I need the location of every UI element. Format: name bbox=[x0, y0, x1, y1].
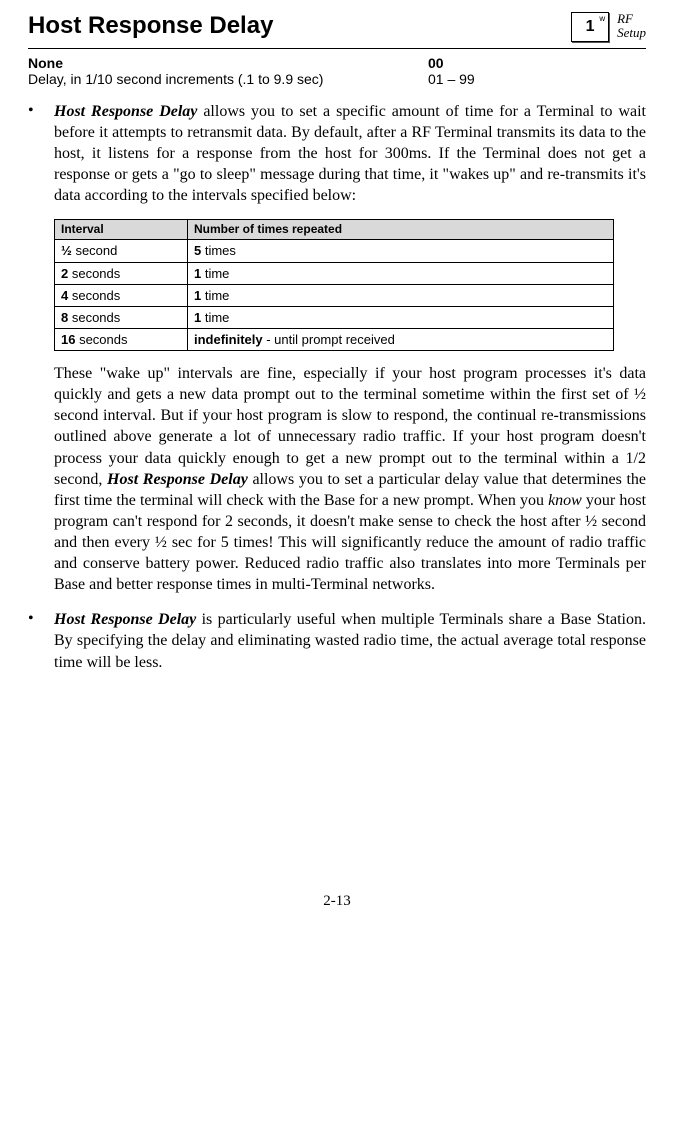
params-block: None 00 Delay, in 1/10 second increments… bbox=[28, 55, 646, 87]
cell-repeats: 1 time bbox=[188, 284, 614, 306]
cell-repeats: 1 time bbox=[188, 306, 614, 328]
cell-rest: times bbox=[201, 243, 236, 258]
lead-term: Host Response Delay bbox=[107, 471, 248, 488]
cell-bold: indefinitely bbox=[194, 332, 263, 347]
table-row: 16 seconds indefinitely - until prompt r… bbox=[55, 329, 614, 351]
cell-interval: 4 seconds bbox=[55, 284, 188, 306]
cell-rest: seconds bbox=[68, 310, 120, 325]
cell-repeats: 5 times bbox=[188, 240, 614, 262]
icon-block: 1 w RF Setup bbox=[571, 12, 646, 42]
bullet-1: • Host Response Delay allows you to set … bbox=[28, 101, 646, 595]
bullet-icon: • bbox=[28, 609, 54, 672]
icon-label-line1: RF bbox=[617, 11, 633, 26]
cell-interval: 2 seconds bbox=[55, 262, 188, 284]
cell-interval: 8 seconds bbox=[55, 306, 188, 328]
cell-rest: time bbox=[201, 310, 229, 325]
key-1-icon: 1 w bbox=[571, 12, 609, 42]
param-label: None bbox=[28, 55, 428, 71]
interval-table: Interval Number of times repeated ½ seco… bbox=[54, 219, 614, 352]
cell-rest: seconds bbox=[68, 266, 120, 281]
th-interval: Interval bbox=[55, 219, 188, 240]
table-row: ½ second 5 times bbox=[55, 240, 614, 262]
header-row: Host Response Delay 1 w RF Setup bbox=[28, 12, 646, 42]
divider bbox=[28, 48, 646, 49]
params-row-none: None 00 bbox=[28, 55, 646, 71]
para2-pre: These "wake up" intervals are fine, espe… bbox=[54, 365, 646, 488]
icon-label-line2: Setup bbox=[617, 25, 646, 40]
cell-rest: seconds bbox=[68, 288, 120, 303]
cell-bold: ½ bbox=[61, 243, 72, 258]
table-row: 8 seconds 1 time bbox=[55, 306, 614, 328]
cell-bold: 16 bbox=[61, 332, 75, 347]
table-row: 2 seconds 1 time bbox=[55, 262, 614, 284]
lead-term: Host Response Delay bbox=[54, 103, 197, 120]
param-value: 00 bbox=[428, 55, 444, 71]
cell-interval: 16 seconds bbox=[55, 329, 188, 351]
param-label: Delay, in 1/10 second increments (.1 to … bbox=[28, 71, 428, 87]
cell-rest: time bbox=[201, 288, 229, 303]
bullet-icon: • bbox=[28, 101, 54, 595]
know-word: know bbox=[548, 492, 582, 509]
cell-rest: time bbox=[201, 266, 229, 281]
page-title: Host Response Delay bbox=[28, 12, 273, 40]
table-row: 4 seconds 1 time bbox=[55, 284, 614, 306]
table-header-row: Interval Number of times repeated bbox=[55, 219, 614, 240]
bullet-body: Host Response Delay is particularly usef… bbox=[54, 609, 646, 672]
key-sup-letter: w bbox=[599, 14, 605, 23]
bullet-body: Host Response Delay allows you to set a … bbox=[54, 101, 646, 595]
page: Host Response Delay 1 w RF Setup None 00… bbox=[0, 0, 674, 930]
cell-repeats: 1 time bbox=[188, 262, 614, 284]
param-value: 01 – 99 bbox=[428, 71, 475, 87]
cell-interval: ½ second bbox=[55, 240, 188, 262]
cell-repeats: indefinitely - until prompt received bbox=[188, 329, 614, 351]
cell-rest: second bbox=[72, 243, 118, 258]
th-repeats: Number of times repeated bbox=[188, 219, 614, 240]
cell-rest: seconds bbox=[75, 332, 127, 347]
cell-rest: - until prompt received bbox=[263, 332, 395, 347]
bullet-2: • Host Response Delay is particularly us… bbox=[28, 609, 646, 672]
icon-label: RF Setup bbox=[617, 12, 646, 41]
key-main-number: 1 bbox=[586, 18, 595, 36]
params-row-delay: Delay, in 1/10 second increments (.1 to … bbox=[28, 71, 646, 87]
lead-term: Host Response Delay bbox=[54, 611, 196, 628]
page-number: 2-13 bbox=[28, 893, 646, 910]
